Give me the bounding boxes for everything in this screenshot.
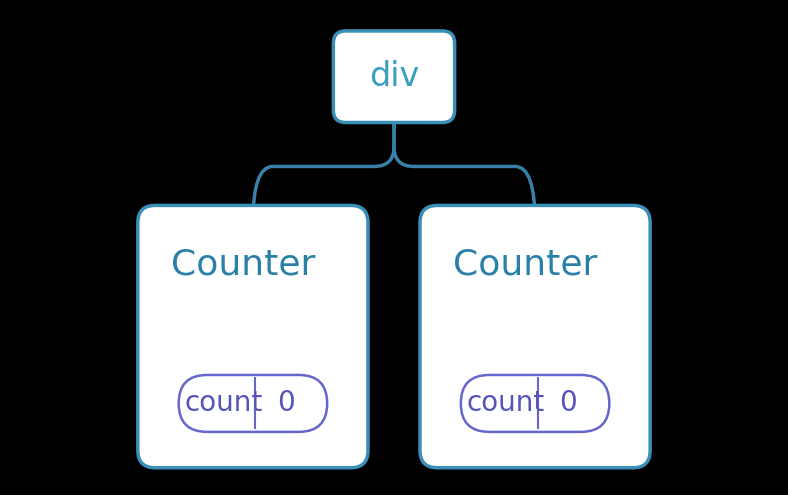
Text: Counter: Counter	[171, 248, 315, 282]
Text: div: div	[369, 60, 419, 93]
Text: count: count	[466, 390, 545, 417]
FancyBboxPatch shape	[420, 205, 650, 468]
Text: Counter: Counter	[453, 248, 597, 282]
Text: count: count	[184, 390, 262, 417]
FancyBboxPatch shape	[333, 31, 455, 123]
Text: 0: 0	[277, 390, 295, 417]
FancyBboxPatch shape	[179, 375, 327, 432]
FancyBboxPatch shape	[138, 205, 368, 468]
FancyBboxPatch shape	[461, 375, 609, 432]
Text: 0: 0	[559, 390, 577, 417]
